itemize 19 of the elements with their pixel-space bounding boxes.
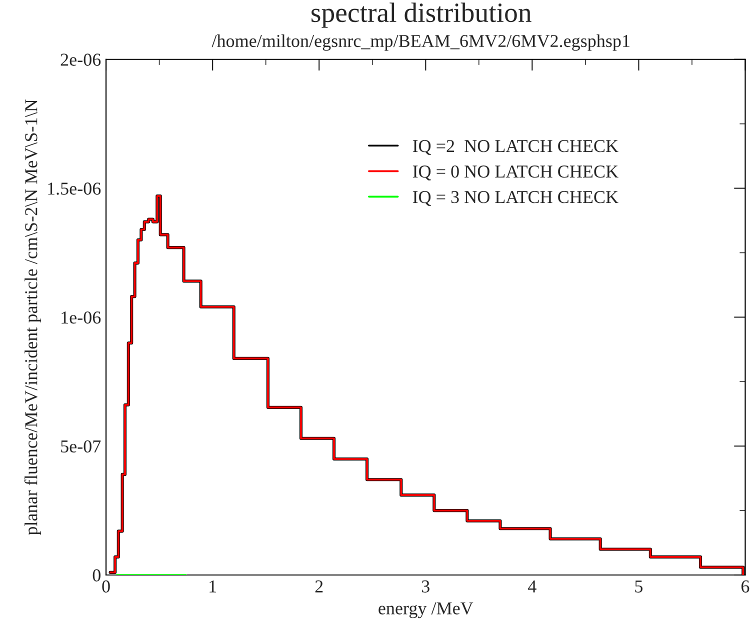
x-tick-label: 2 [315,580,323,592]
legend-label: IQ =2 NO LATCH CHECK [412,140,618,155]
x-tick-label: 5 [635,580,643,593]
x-tick-label: 6 [741,580,750,593]
chart-subtitle: /home/milton/egsnrc_mp/BEAM_6MV2/6MV2.egsphsp1 [212,34,630,51]
x-tick-label: 1 [210,580,216,592]
x-tick-label: 0 [102,580,110,593]
y-tick-label: 1e-06 [62,311,101,324]
legend-label: IQ = 3 NO LATCH CHECK [412,191,618,206]
legend-label: IQ = 0 NO LATCH CHECK [412,165,618,180]
x-tick-label: 4 [528,580,536,592]
x-tick-label: 3 [422,580,430,593]
y-tick-label: 1.5e-06 [48,182,101,195]
y-tick-label: 2e-06 [60,54,101,66]
y-tick-label: 0 [92,569,100,582]
y-tick-label: 5e-07 [61,440,101,453]
y-axis-title: planar fluence/MeV/incident particle /cm\S-2\N MeV\S-1\N [24,99,41,536]
x-axis-title: energy /MeV [378,602,474,618]
chart-title: spectral distribution [312,2,532,28]
